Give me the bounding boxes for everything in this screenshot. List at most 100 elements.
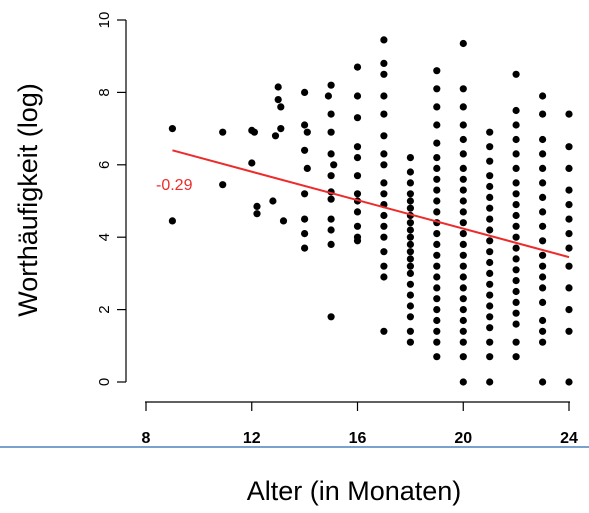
data-point xyxy=(406,197,414,205)
data-point xyxy=(327,81,335,89)
data-point xyxy=(406,269,414,277)
data-point xyxy=(459,103,467,111)
data-point xyxy=(486,324,494,332)
data-point xyxy=(353,143,362,151)
data-point xyxy=(459,121,467,129)
data-point xyxy=(486,157,494,165)
data-point xyxy=(380,150,388,158)
data-point xyxy=(459,353,467,361)
data-point xyxy=(512,190,520,198)
x-ticks: 8 12 16 20 24 xyxy=(142,402,578,447)
data-point xyxy=(406,168,414,176)
data-point xyxy=(539,208,547,216)
data-point xyxy=(380,110,388,118)
y-axis-title: Worthäufigkeit (log) xyxy=(13,83,43,317)
data-point xyxy=(539,378,547,386)
data-point xyxy=(330,161,338,169)
data-point xyxy=(406,204,414,212)
data-point xyxy=(539,179,547,187)
data-point xyxy=(486,353,494,361)
data-point xyxy=(168,217,176,225)
data-point xyxy=(459,295,467,303)
data-point xyxy=(459,135,467,144)
data-point xyxy=(433,139,441,147)
x-tick-label: 8 xyxy=(142,430,151,447)
data-point xyxy=(327,195,335,203)
data-point xyxy=(512,353,520,361)
data-point xyxy=(565,186,573,194)
regression-coefficient-label: -0.29 xyxy=(156,177,193,194)
data-point xyxy=(512,70,520,78)
data-point xyxy=(539,251,547,259)
data-point xyxy=(380,248,388,256)
data-point xyxy=(512,179,520,187)
data-point xyxy=(486,128,494,136)
data-point xyxy=(565,215,573,223)
data-point xyxy=(353,92,362,100)
data-point xyxy=(406,248,414,256)
data-point xyxy=(539,327,547,335)
data-point xyxy=(277,125,285,133)
data-point xyxy=(486,237,494,245)
data-point xyxy=(539,273,547,281)
data-point xyxy=(539,164,547,172)
data-point xyxy=(459,273,467,281)
data-point xyxy=(279,217,288,225)
data-point xyxy=(486,143,494,151)
y-tick-label: 2 xyxy=(96,305,113,313)
data-point xyxy=(380,36,388,44)
data-point xyxy=(327,215,335,223)
data-point xyxy=(539,150,547,158)
data-point xyxy=(301,88,309,96)
data-point xyxy=(380,59,388,67)
data-point xyxy=(486,338,494,346)
data-point xyxy=(459,85,467,93)
data-point xyxy=(353,222,362,230)
data-point xyxy=(486,204,494,212)
data-point xyxy=(565,284,573,292)
data-point xyxy=(277,103,285,111)
data-point xyxy=(301,230,309,238)
data-point xyxy=(539,110,547,118)
data-point xyxy=(512,244,520,252)
data-point xyxy=(274,83,282,91)
data-point xyxy=(380,70,388,78)
data-point xyxy=(301,244,309,252)
data-point xyxy=(433,164,441,172)
data-point xyxy=(565,164,573,172)
data-point xyxy=(433,316,441,325)
data-point xyxy=(539,193,547,201)
data-point xyxy=(459,175,467,183)
data-point xyxy=(327,226,335,234)
data-point xyxy=(459,230,467,238)
data-point xyxy=(486,378,494,386)
data-point xyxy=(512,150,520,158)
data-point xyxy=(406,255,414,263)
data-point xyxy=(303,128,311,136)
data-point xyxy=(486,226,494,234)
data-point xyxy=(459,219,467,227)
data-point xyxy=(539,316,547,325)
data-point xyxy=(459,240,467,248)
data-point xyxy=(433,353,441,361)
data-point xyxy=(486,313,494,321)
data-point xyxy=(380,273,388,281)
data-point xyxy=(406,338,414,346)
data-point xyxy=(459,251,467,259)
data-point xyxy=(459,164,467,172)
data-point xyxy=(512,277,520,285)
data-points xyxy=(168,36,573,386)
y-tick-label: 0 xyxy=(96,378,113,386)
data-point xyxy=(353,190,362,198)
data-point xyxy=(459,306,467,314)
data-point xyxy=(327,150,335,158)
data-point xyxy=(219,181,227,189)
data-point xyxy=(253,210,261,218)
data-point xyxy=(406,327,414,335)
data-point xyxy=(486,182,494,191)
data-point xyxy=(486,258,494,267)
data-point xyxy=(459,316,467,325)
data-point xyxy=(512,320,520,328)
data-point xyxy=(406,302,414,310)
